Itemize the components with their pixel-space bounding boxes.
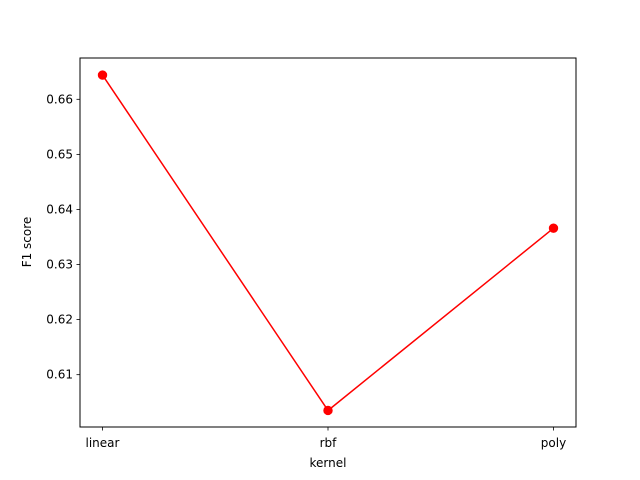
x-axis-ticks: linear rbf poly (86, 427, 566, 450)
x-tick-label: poly (541, 436, 566, 450)
data-point (97, 70, 108, 80)
series-layer (97, 70, 559, 416)
y-tick-label: 0.61 (46, 368, 73, 382)
y-tick-label: 0.65 (46, 147, 73, 161)
y-axis-ticks: 0.61 0.62 0.63 0.64 0.65 0.66 (46, 92, 80, 382)
y-axis-label: F1 score (20, 217, 34, 268)
y-tick-label: 0.66 (46, 92, 73, 106)
y-tick-label: 0.62 (46, 313, 73, 327)
y-tick-label: 0.63 (46, 258, 73, 272)
data-point (323, 405, 333, 416)
y-tick-label: 0.64 (46, 202, 73, 216)
x-tick-label: rbf (320, 436, 338, 450)
data-point (548, 223, 559, 233)
plot-area: 0.61 0.62 0.63 0.64 0.65 0.66 linear rbf poly (46, 57, 577, 450)
x-tick-label: linear (86, 436, 120, 450)
x-axis-label: kernel (310, 456, 347, 470)
